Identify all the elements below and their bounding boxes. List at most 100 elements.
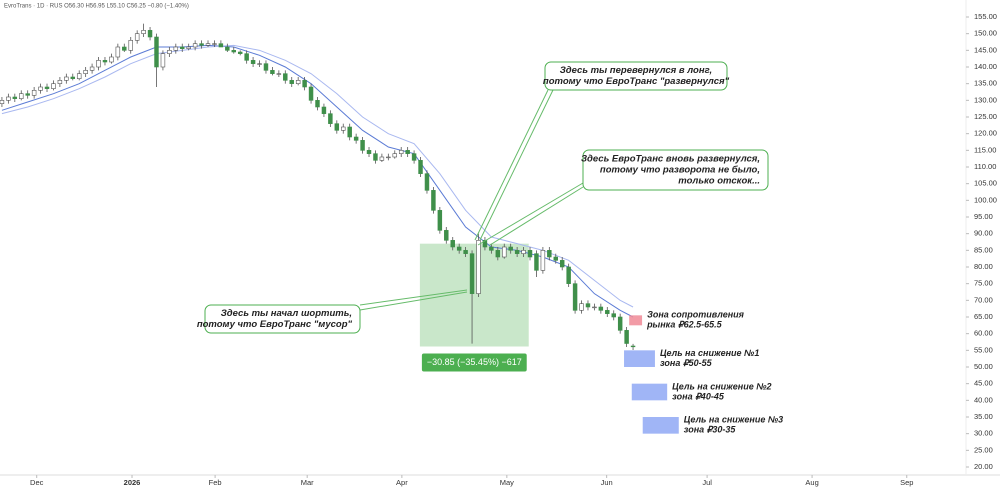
candle-body <box>456 246 462 251</box>
y-tick-label: 110.00 <box>974 162 996 171</box>
callout-pointer <box>359 289 468 306</box>
candle-body <box>392 153 398 158</box>
candle-body <box>70 76 76 79</box>
zone-label: Цель на снижение №2 <box>672 381 771 391</box>
callout-pointer <box>359 291 468 311</box>
candle-body <box>315 100 320 108</box>
candle-body <box>347 126 352 138</box>
candle-body <box>598 306 604 311</box>
candle-body <box>353 136 359 141</box>
candle-body <box>605 310 610 314</box>
candle-body <box>231 50 237 53</box>
candle-body <box>180 46 185 49</box>
candle-body <box>89 66 95 71</box>
candle-body <box>572 283 578 311</box>
callout-text: Здесь ЕвроТранс вновь развернулся, <box>581 154 760 165</box>
y-tick-label: 80.00 <box>974 262 993 271</box>
candle-body <box>289 80 294 84</box>
candle-body <box>450 240 455 248</box>
candle-body <box>64 76 69 81</box>
candle-body <box>173 46 179 51</box>
candle-body <box>579 303 584 311</box>
y-tick-label: 45.00 <box>974 379 993 388</box>
measure-box <box>419 243 529 347</box>
callout-text: Здесь ты перевернулся в лонг, <box>560 65 712 76</box>
candle-body <box>57 80 63 84</box>
candle-body <box>386 156 391 159</box>
candle-body <box>276 73 282 75</box>
y-tick-label: 155.00 <box>974 12 997 21</box>
candle-body <box>592 306 597 309</box>
candle-body <box>96 60 101 68</box>
y-tick-label: 115.00 <box>974 145 996 154</box>
callout-box <box>204 304 361 334</box>
y-tick-label: 60.00 <box>974 329 993 338</box>
y-tick-label: 125.00 <box>974 112 997 121</box>
candle-body <box>38 86 43 91</box>
y-tick-label: 40.00 <box>974 395 993 404</box>
x-tick-label: Aug <box>805 478 818 487</box>
callout-pointer <box>477 182 584 246</box>
candle-body <box>212 43 217 45</box>
y-tick-label: 145.00 <box>974 45 997 54</box>
zone-label: зона ₽30-35 <box>684 425 737 435</box>
candle-body <box>341 126 346 131</box>
y-tick-label: 100.00 <box>974 195 997 204</box>
candle-body <box>624 330 629 344</box>
candle-body <box>476 240 481 294</box>
candle-body <box>128 40 133 51</box>
candle-body <box>31 90 37 96</box>
callout-box <box>544 61 728 91</box>
candle-body <box>373 153 378 161</box>
y-tick-label: 70.00 <box>974 295 993 304</box>
candle-body <box>527 250 533 258</box>
target-zone <box>624 350 655 367</box>
y-tick-label: 55.00 <box>974 345 993 354</box>
candle-body <box>0 100 5 104</box>
candle-body <box>76 73 82 79</box>
candle-body <box>109 56 114 63</box>
x-tick-label: Feb <box>209 478 222 487</box>
y-tick-label: 50.00 <box>974 362 993 371</box>
callout-pointer <box>474 89 549 241</box>
callout-text: Здесь ты начал шортить, <box>221 308 352 319</box>
candle-body <box>469 253 475 294</box>
zone-label: Цель на снижение №1 <box>660 348 759 358</box>
candle-body <box>585 303 591 308</box>
candle-body <box>225 46 230 51</box>
candle-body <box>431 190 436 211</box>
candle-body <box>147 30 153 38</box>
callout-text: потому что разворота не было, <box>600 165 760 176</box>
candle-body <box>250 60 256 64</box>
x-tick-label: Dec <box>30 478 44 487</box>
measure-label: −30.85 (−35.45%) −617 <box>427 357 522 367</box>
zone-label: зона ₽50-55 <box>660 358 713 368</box>
x-tick-label: Mar <box>301 478 314 487</box>
callout-text: только отскок... <box>678 176 760 187</box>
candle-body <box>283 73 288 81</box>
candle-body <box>547 250 552 258</box>
candle-body <box>192 43 198 48</box>
candle-body <box>263 63 269 71</box>
candle-body <box>25 93 30 96</box>
candle-body <box>257 63 262 65</box>
zone-label: зона ₽40-45 <box>672 391 725 401</box>
candle-body <box>540 250 546 271</box>
candle-body <box>237 51 243 54</box>
candle-body <box>44 86 50 89</box>
candle-body <box>514 250 520 254</box>
callout-pointer <box>479 89 554 241</box>
candle-body <box>334 123 340 131</box>
candle-body <box>19 93 24 99</box>
candle-body <box>199 43 204 46</box>
callout-text: потому что ЕвроТранс "развернулся" <box>543 76 730 87</box>
candle-body <box>411 153 417 161</box>
callout-text: потому что ЕвроТранс "мусор" <box>197 319 353 330</box>
candle-body <box>553 256 559 261</box>
candle-body <box>328 113 333 124</box>
candle-body <box>360 140 365 151</box>
candle-body <box>630 345 636 348</box>
candle-body <box>6 96 11 101</box>
y-tick-label: 35.00 <box>974 412 993 421</box>
measure-label-box <box>421 353 527 372</box>
